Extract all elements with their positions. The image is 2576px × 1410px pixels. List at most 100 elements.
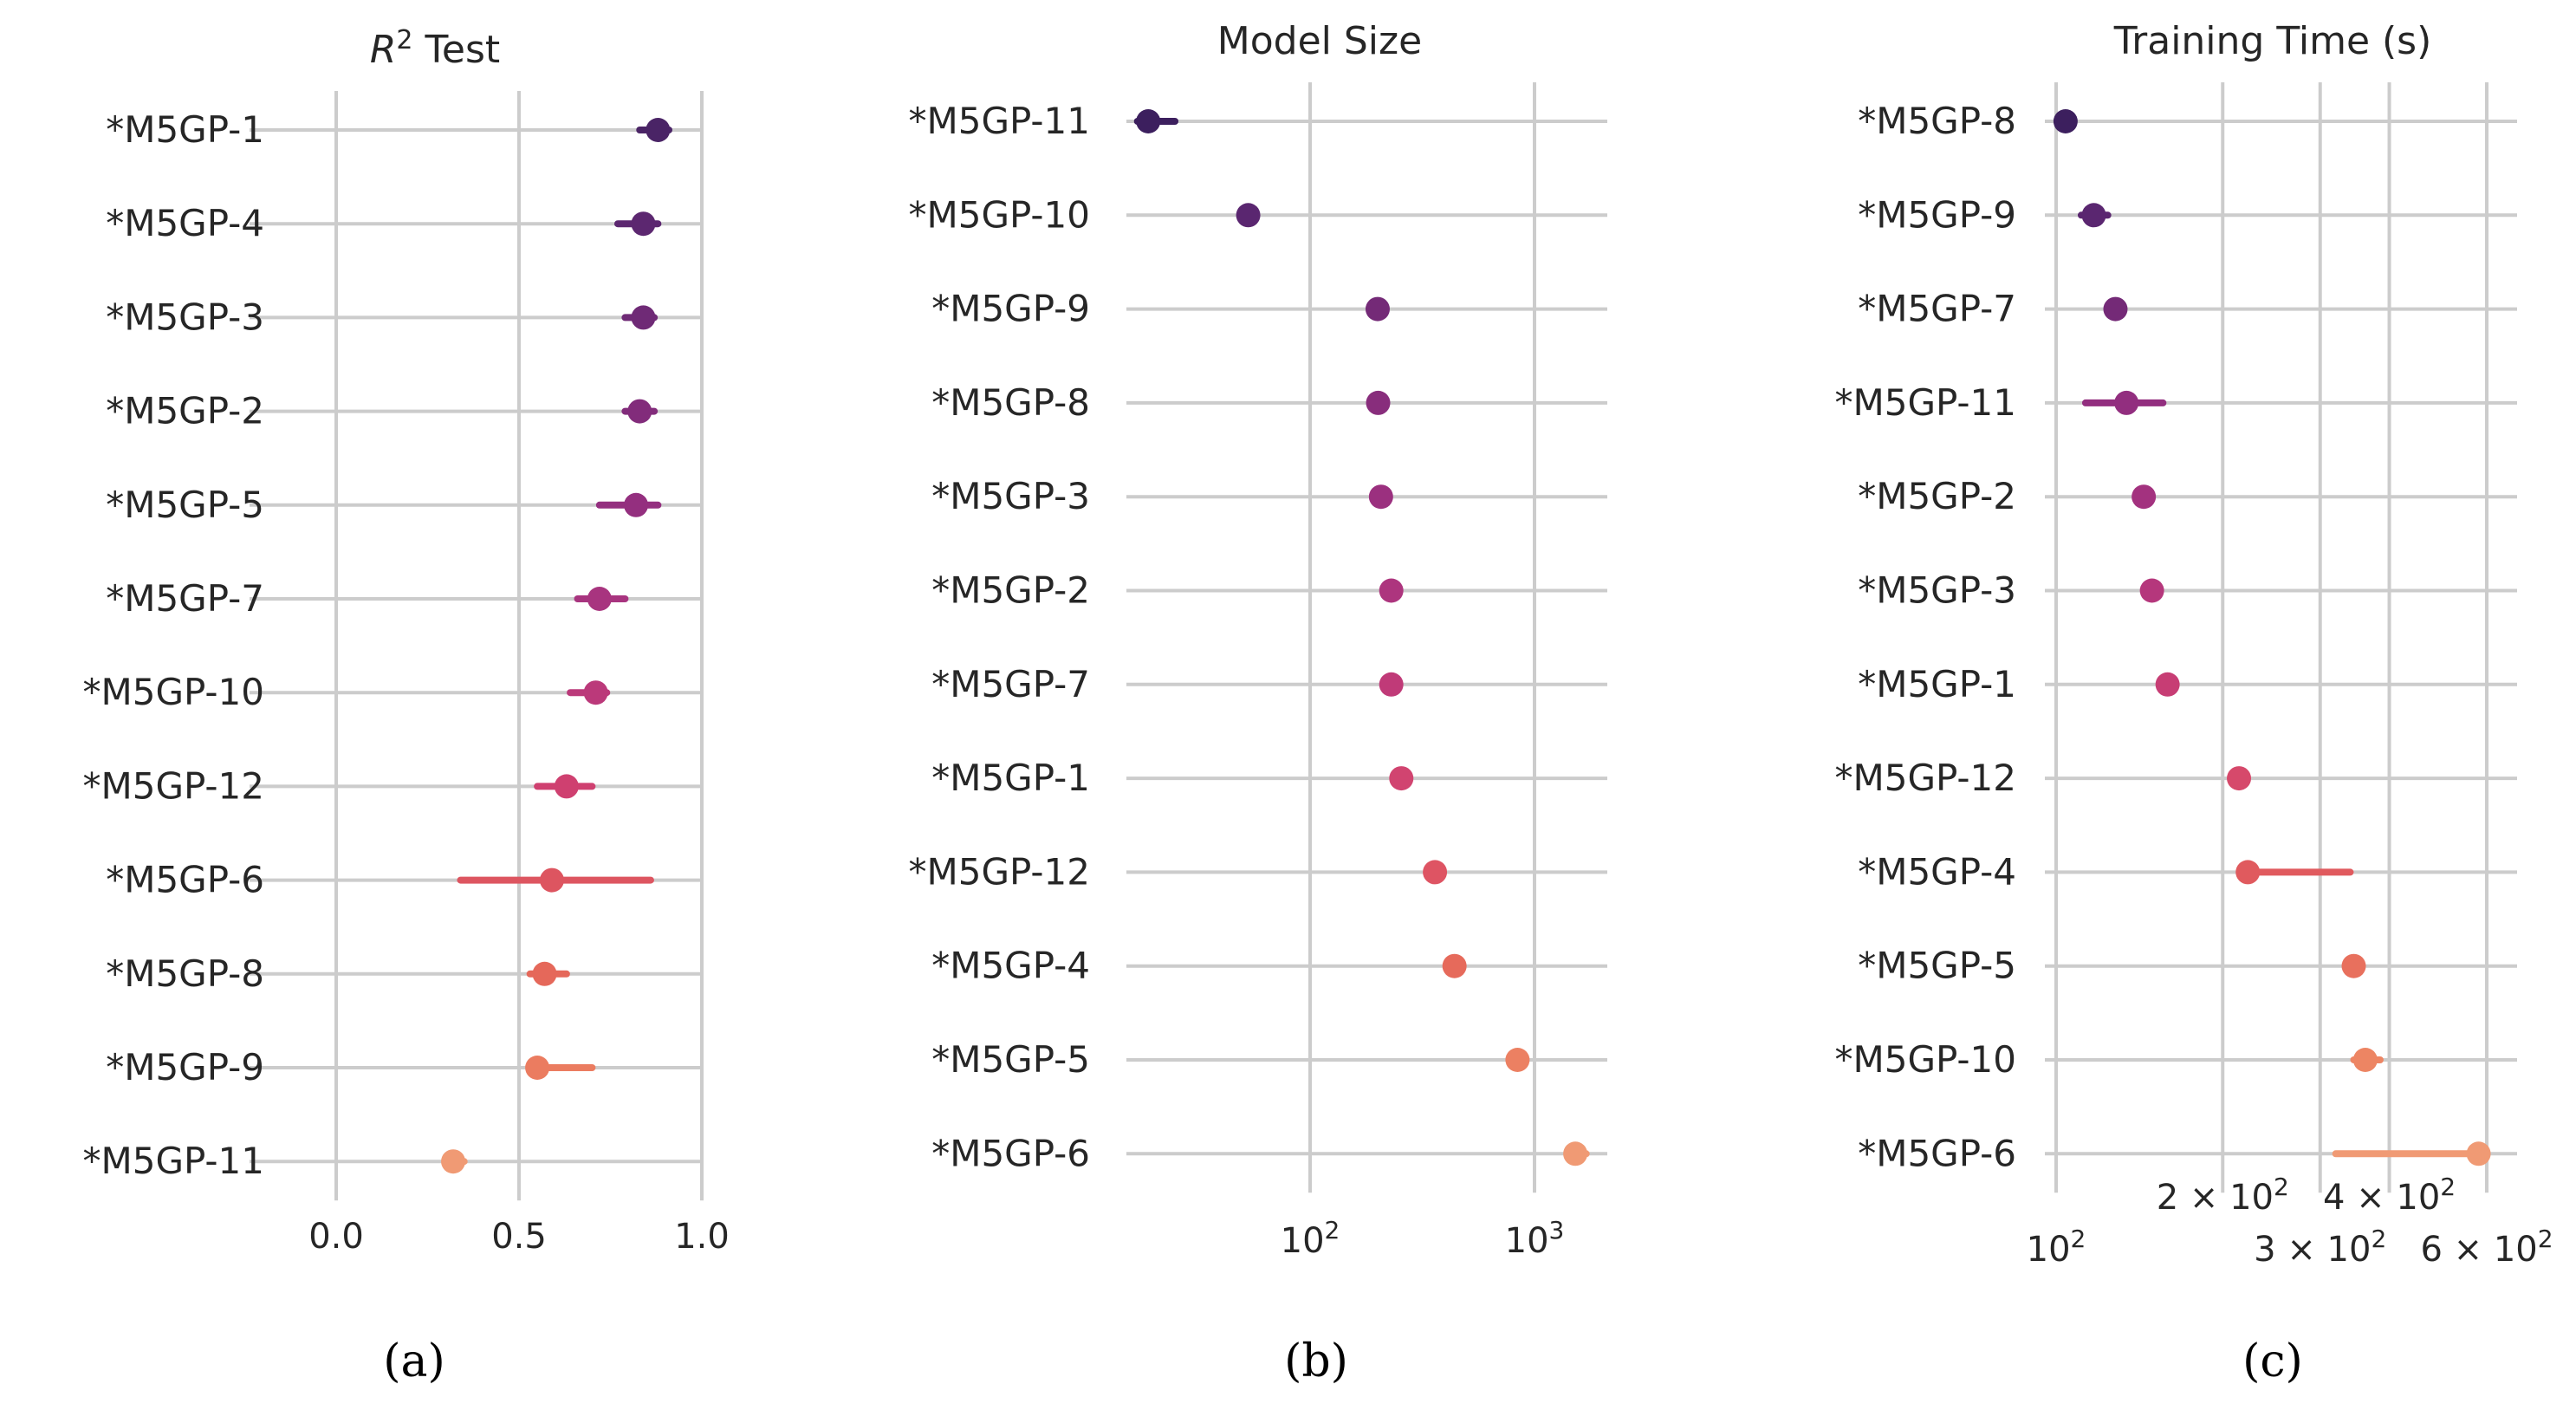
data-point xyxy=(1368,484,1393,510)
x-tick-label: 0.0 xyxy=(308,1217,364,1257)
panel-c-rows: *M5GP-8 *M5GP-9 *M5GP-7 *M5GP-11 *M5GP-2 *M5G… xyxy=(1834,100,2517,1174)
y-tick-label: *M5GP-8 xyxy=(931,381,1090,424)
data-point xyxy=(2235,860,2261,885)
y-tick-label: *M5GP-3 xyxy=(931,475,1090,517)
y-tick-label: *M5GP-9 xyxy=(106,1046,264,1088)
data-point xyxy=(631,305,656,330)
y-tick-label: *M5GP-11 xyxy=(82,1140,264,1182)
y-tick-label: *M5GP-8 xyxy=(106,952,264,995)
data-point xyxy=(441,1149,466,1174)
y-tick-label: *M5GP-11 xyxy=(1834,381,2016,424)
x-tick-label: 102 xyxy=(2027,1225,2086,1270)
y-tick-label: *M5GP-8 xyxy=(1858,100,2016,142)
panel-a: R2 Test *M5GP-1*M5GP-4*M5GP-3*M5GP-2*M5G… xyxy=(82,25,729,1387)
panel-b-marks xyxy=(1133,109,1590,1166)
x-tick-label: 0.5 xyxy=(491,1217,547,1257)
data-point xyxy=(2466,1141,2491,1166)
y-tick-label: *M5GP-5 xyxy=(106,484,264,526)
y-tick-label: *M5GP-10 xyxy=(1834,1038,2016,1081)
panel-a-marks xyxy=(441,118,673,1174)
y-tick-label: *M5GP-1 xyxy=(106,108,264,151)
panel-a-title: R2 Test xyxy=(370,25,500,72)
data-point xyxy=(1366,390,1391,415)
panel-a-rows: *M5GP-1 *M5GP-4 *M5GP-3 *M5GP-2 *M5GP-5 *M5GP… xyxy=(82,108,702,1182)
data-point xyxy=(1505,1048,1530,1072)
data-point xyxy=(539,867,564,893)
y-tick-label: *M5GP-10 xyxy=(908,193,1090,236)
y-tick-label: *M5GP-2 xyxy=(931,569,1090,612)
data-point xyxy=(554,774,579,799)
data-point xyxy=(1379,672,1404,697)
data-point xyxy=(1365,296,1390,322)
y-tick-label: *M5GP-12 xyxy=(908,850,1090,893)
data-point xyxy=(1379,578,1404,603)
y-tick-label: *M5GP-3 xyxy=(1858,569,2016,612)
data-point xyxy=(2132,484,2157,510)
data-point xyxy=(525,1056,550,1080)
y-tick-label: *M5GP-1 xyxy=(931,757,1090,799)
data-point xyxy=(2227,766,2252,791)
panel-a-label: (a) xyxy=(383,1335,445,1387)
data-point xyxy=(2352,1048,2378,1072)
data-point xyxy=(532,961,557,986)
data-point xyxy=(1389,766,1414,791)
data-point xyxy=(646,118,671,142)
x-tick-label: 1.0 xyxy=(674,1217,730,1257)
panel-c-title: Training Time (s) xyxy=(2113,19,2432,63)
panel-b-label: (b) xyxy=(1284,1335,1348,1387)
data-point xyxy=(2139,578,2164,603)
x-tick-label: 4 × 102 xyxy=(2323,1173,2456,1218)
y-tick-label: *M5GP-2 xyxy=(1858,475,2016,517)
data-point xyxy=(2103,296,2128,322)
y-tick-label: *M5GP-5 xyxy=(1858,945,2016,987)
panel-c-marks xyxy=(2053,109,2491,1166)
y-tick-label: *M5GP-9 xyxy=(931,288,1090,330)
data-point xyxy=(2155,672,2180,697)
data-point xyxy=(583,680,608,705)
data-point xyxy=(1136,109,1161,133)
y-tick-label: *M5GP-10 xyxy=(82,671,264,713)
data-point xyxy=(1236,203,1261,228)
x-tick-label: 102 xyxy=(1281,1216,1340,1261)
x-tick-label: 103 xyxy=(1505,1216,1565,1261)
x-tick-label: 3 × 102 xyxy=(2254,1225,2386,1270)
data-point xyxy=(2114,390,2139,415)
y-tick-label: *M5GP-3 xyxy=(106,296,264,338)
data-point xyxy=(2081,203,2106,228)
y-tick-label: *M5GP-12 xyxy=(82,764,264,807)
panel-c-xticks: 102 2 × 102 3 × 102 4 × 102 6 × 102 xyxy=(2027,82,2553,1270)
data-point xyxy=(624,492,649,517)
y-tick-label: *M5GP-7 xyxy=(1858,288,2016,330)
y-tick-label: *M5GP-5 xyxy=(931,1038,1090,1081)
data-point xyxy=(2053,109,2078,133)
data-point xyxy=(1423,860,1448,885)
panel-c-label: (c) xyxy=(2242,1335,2303,1387)
x-tick-label: 2 × 102 xyxy=(2157,1173,2289,1218)
panel-b-title: Model Size xyxy=(1217,19,1422,63)
y-tick-label: *M5GP-4 xyxy=(106,202,264,244)
data-point xyxy=(587,587,612,611)
panel-b-xticks: 102 103 xyxy=(1281,82,1565,1261)
y-tick-label: *M5GP-6 xyxy=(106,859,264,901)
data-point xyxy=(1442,953,1467,978)
panel-b: Model Size *M5GP-11*M5GP-10*M5GP-9*M5GP-… xyxy=(908,19,1607,1387)
panel-c: Training Time (s) *M5GP-8*M5GP-9*M5GP-7*… xyxy=(1834,19,2553,1387)
panel-b-rows: *M5GP-11 *M5GP-10 *M5GP-9 *M5GP-8 *M5GP-3 *M5… xyxy=(908,100,1607,1174)
y-tick-label: *M5GP-9 xyxy=(1858,193,2016,236)
y-tick-label: *M5GP-6 xyxy=(1858,1132,2016,1174)
y-tick-label: *M5GP-1 xyxy=(1858,663,2016,705)
panel-a-xticks: 0.0 0.5 1.0 xyxy=(308,91,730,1257)
y-tick-label: *M5GP-2 xyxy=(106,390,264,432)
y-tick-label: *M5GP-4 xyxy=(931,945,1090,987)
y-tick-label: *M5GP-7 xyxy=(931,663,1090,705)
data-point xyxy=(627,399,652,424)
data-point xyxy=(631,211,656,237)
data-point xyxy=(2341,953,2366,978)
data-point xyxy=(1563,1141,1588,1166)
y-tick-label: *M5GP-12 xyxy=(1834,757,2016,799)
y-tick-label: *M5GP-4 xyxy=(1858,850,2016,893)
y-tick-label: *M5GP-6 xyxy=(931,1132,1090,1174)
x-tick-label: 6 × 102 xyxy=(2420,1225,2553,1270)
y-tick-label: *M5GP-11 xyxy=(908,100,1090,142)
